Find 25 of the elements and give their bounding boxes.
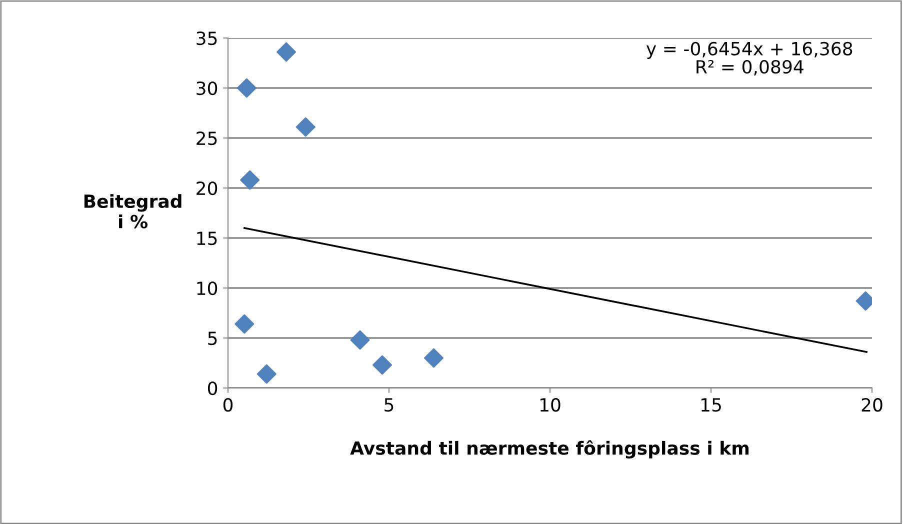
annotation: y = -0,6454x + 16,368 R² = 0,0894 <box>646 42 852 76</box>
y-tick-label: 25 <box>196 131 217 146</box>
y-tick-label: 5 <box>208 332 217 346</box>
x-tick-label: 0 <box>223 398 233 412</box>
y-tick-label: 35 <box>196 31 217 46</box>
point <box>234 314 254 334</box>
point <box>350 330 370 350</box>
point <box>372 355 392 375</box>
point <box>236 78 256 98</box>
y-tick-label: 15 <box>197 232 217 246</box>
y-tick-label: 30 <box>196 81 218 96</box>
x-tick-label: 20 <box>862 398 882 412</box>
y-tick-label: 20 <box>196 181 218 196</box>
point <box>276 42 296 62</box>
x-tick-label: 10 <box>540 398 560 412</box>
y-axis-title: Beitegrad i % <box>84 194 182 228</box>
point <box>256 364 276 384</box>
y-tick-label: 10 <box>197 281 218 296</box>
point <box>240 170 260 190</box>
point <box>424 348 444 368</box>
x-tick-label: 5 <box>384 398 394 412</box>
point <box>296 117 316 137</box>
y-tick-label: 0 <box>208 381 218 396</box>
x-axis-title: Avstand til nærmeste fôringsplass i km <box>350 440 749 459</box>
x-tick-label: 15 <box>701 398 721 412</box>
